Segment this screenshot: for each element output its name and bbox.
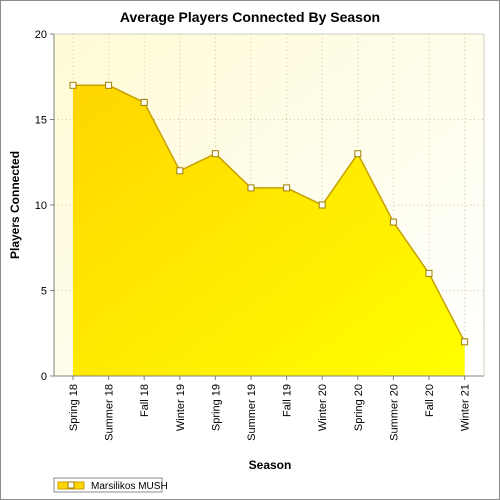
x-tick-labels: Spring 18 Summer 18 Fall 18 Winter 19 Spring… <box>68 384 472 441</box>
legend-marker <box>67 481 75 489</box>
x-tick-label: Winter 19 <box>175 384 187 431</box>
x-tick-label: Fall 18 <box>139 384 151 417</box>
data-point <box>389 218 397 226</box>
x-tick-label: Summer 18 <box>104 384 116 441</box>
data-point <box>354 150 362 158</box>
data-point <box>140 98 148 106</box>
data-point <box>105 81 113 89</box>
x-tick-label: Summer 20 <box>388 384 400 441</box>
y-tick-label: 20 <box>35 29 47 41</box>
y-tick-label: 0 <box>41 371 47 383</box>
y-axis-title: Players Connected <box>8 151 22 259</box>
x-tick-label: Spring 20 <box>353 384 365 431</box>
y-tick-label: 5 <box>41 286 47 298</box>
area-fill <box>73 85 465 377</box>
x-tick-label: Fall 20 <box>424 384 436 417</box>
area-series <box>73 84 466 377</box>
y-tick-label: 15 <box>35 115 47 127</box>
series-line <box>73 84 466 343</box>
legend-swatch <box>57 481 85 490</box>
x-axis-title: Season <box>249 458 292 472</box>
x-tick-label: Spring 19 <box>210 384 222 431</box>
data-point <box>425 269 433 277</box>
data-point <box>283 184 291 192</box>
x-tick-label: Spring 18 <box>68 384 80 431</box>
data-point <box>69 81 77 89</box>
legend-label: Marsilikos MUSH <box>91 481 168 492</box>
axes <box>50 33 485 380</box>
data-point <box>176 167 184 175</box>
x-tick-label: Winter 20 <box>317 384 329 431</box>
data-point <box>318 201 326 209</box>
data-point <box>211 150 219 158</box>
y-tick-label: 10 <box>35 200 47 212</box>
y-tick-labels: 0 5 10 15 20 <box>35 29 47 383</box>
x-tick-label: Fall 19 <box>282 384 294 417</box>
x-tick-label: Winter 21 <box>460 384 472 431</box>
legend: Marsilikos MUSH <box>53 477 168 493</box>
data-point <box>461 338 469 346</box>
data-point <box>247 184 255 192</box>
x-tick-label: Summer 19 <box>246 384 258 441</box>
chart-title: Average Players Connected By Season <box>120 9 380 25</box>
data-markers <box>69 81 469 346</box>
